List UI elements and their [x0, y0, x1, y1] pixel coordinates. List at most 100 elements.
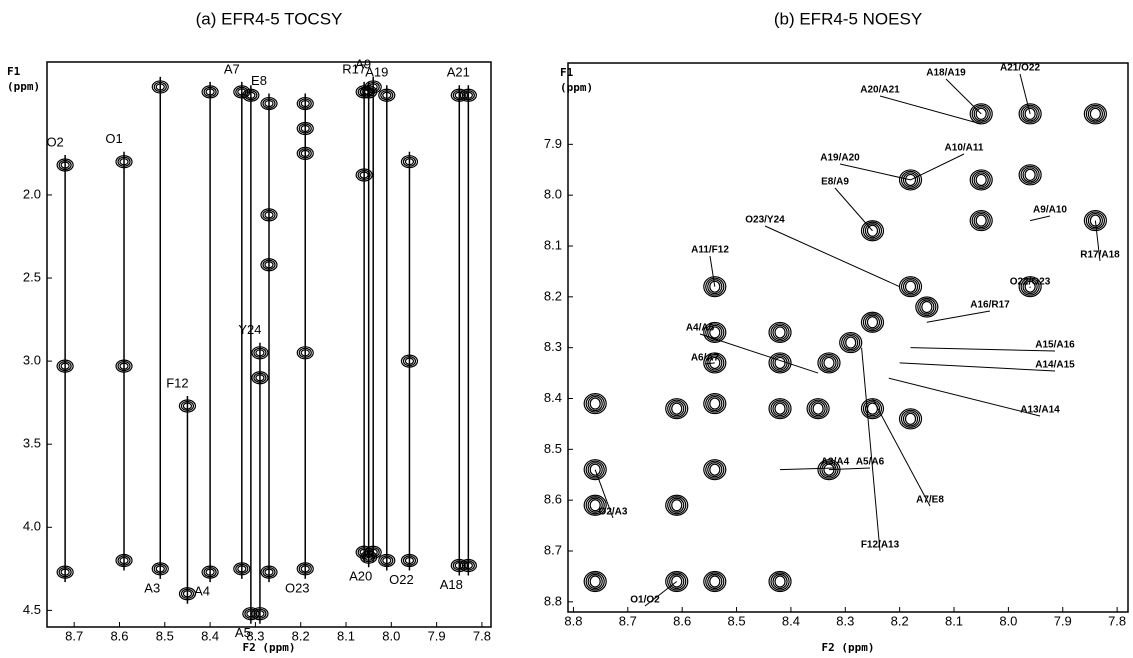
noe-peak [839, 331, 863, 354]
y-tick-label: 2.5 [23, 269, 41, 284]
contour-ring [402, 555, 417, 566]
annotation: A18/A19 [926, 68, 966, 79]
contour-ring [60, 568, 70, 576]
leader-line [872, 398, 931, 507]
contour-ring [151, 80, 169, 94]
contour-ring [671, 575, 683, 588]
x-tick-label: 8.4 [201, 628, 219, 643]
contour-ring [366, 547, 380, 558]
leader-line [910, 153, 965, 181]
y-tick-label: 4.5 [23, 602, 41, 617]
contour-ring [969, 169, 993, 191]
leader-line [1030, 215, 1051, 222]
contour-ring [253, 347, 267, 358]
contour-ring [973, 106, 989, 122]
annotation: A5/A6 [856, 457, 885, 468]
contour-ring [904, 412, 917, 425]
contour-ring [404, 556, 415, 565]
contour-ring [969, 209, 993, 232]
contour-ring [703, 570, 727, 593]
contour-ring [810, 401, 826, 417]
contour-ring [298, 148, 312, 159]
contour-ring [705, 394, 725, 413]
annotation: A13/A14 [1020, 405, 1060, 416]
contour-ring [705, 572, 725, 591]
spin-label: F12 [166, 375, 188, 390]
contour-ring [1089, 214, 1101, 227]
annotation: R17/A18 [1080, 250, 1120, 261]
contour-ring [60, 161, 70, 169]
noe-peak [1083, 209, 1107, 232]
noe-peak [768, 570, 792, 593]
annotation: O23/Y24 [745, 215, 785, 226]
contour-ring [1085, 211, 1105, 230]
contour-ring [860, 220, 885, 242]
contour-ring [665, 398, 689, 420]
contour-ring [900, 170, 921, 190]
contour-ring [587, 573, 603, 590]
contour-ring [244, 608, 258, 619]
contour-ring [203, 86, 217, 98]
contour-ring [917, 297, 937, 317]
noe-peak [898, 276, 923, 298]
contour-ring [463, 561, 473, 570]
contour-ring [902, 279, 919, 295]
contour-ring [262, 209, 276, 220]
contour-ring [233, 562, 251, 576]
contour-ring [585, 496, 605, 515]
contour-ring [768, 570, 792, 593]
contour-ring [843, 334, 859, 351]
contour-ring [774, 326, 786, 339]
contour-ring [667, 496, 687, 515]
noe-peak [1018, 103, 1042, 125]
contour-ring [973, 212, 989, 229]
contour-ring [585, 394, 605, 413]
cross-peak [242, 607, 260, 621]
contour-ring [461, 90, 475, 101]
annotation: F12/A13 [861, 540, 900, 551]
contour-ring [402, 356, 417, 367]
noe-peak [703, 570, 727, 593]
cross-peak [115, 359, 133, 373]
noe-peak [703, 392, 727, 415]
contour-ring [400, 553, 419, 568]
spin-label: A18 [440, 577, 463, 592]
contour-ring [1089, 107, 1101, 120]
contour-ring [404, 158, 415, 166]
contour-ring [583, 494, 607, 516]
noe-peak [583, 459, 607, 481]
contour-ring [1018, 164, 1042, 186]
contour-ring [671, 402, 683, 415]
spin-label: O23 [285, 580, 310, 595]
contour-ring [703, 276, 727, 298]
contour-ring [296, 562, 314, 576]
contour-ring [237, 565, 247, 573]
noe-peak [969, 209, 993, 232]
contour-ring [772, 573, 788, 590]
spin-label: O22 [389, 572, 414, 587]
cross-peak [378, 88, 396, 102]
contour-ring [1083, 209, 1107, 232]
y-tick-label: 8.6 [544, 492, 562, 507]
cross-peak [260, 565, 278, 579]
contour-ring [709, 575, 721, 588]
contour-ring [864, 314, 881, 330]
noe-peak [768, 352, 792, 374]
noe-peak [768, 321, 792, 344]
contour-ring [667, 572, 687, 591]
contour-ring [866, 224, 879, 237]
contour-ring [251, 346, 269, 360]
contour-ring [705, 323, 725, 342]
contour-ring [669, 497, 685, 513]
cross-peak [178, 587, 197, 601]
contour-ring [900, 277, 921, 296]
contour-ring [709, 356, 721, 370]
y-tick-label: 2.0 [23, 186, 41, 201]
x-axis-label: F2 (ppm) [243, 641, 296, 654]
noe-peak [860, 398, 885, 420]
contour-ring [454, 561, 464, 570]
contour-ring [1024, 168, 1036, 181]
contour-ring [260, 208, 278, 222]
contour-ring [300, 124, 310, 133]
noe-peak [860, 311, 885, 333]
